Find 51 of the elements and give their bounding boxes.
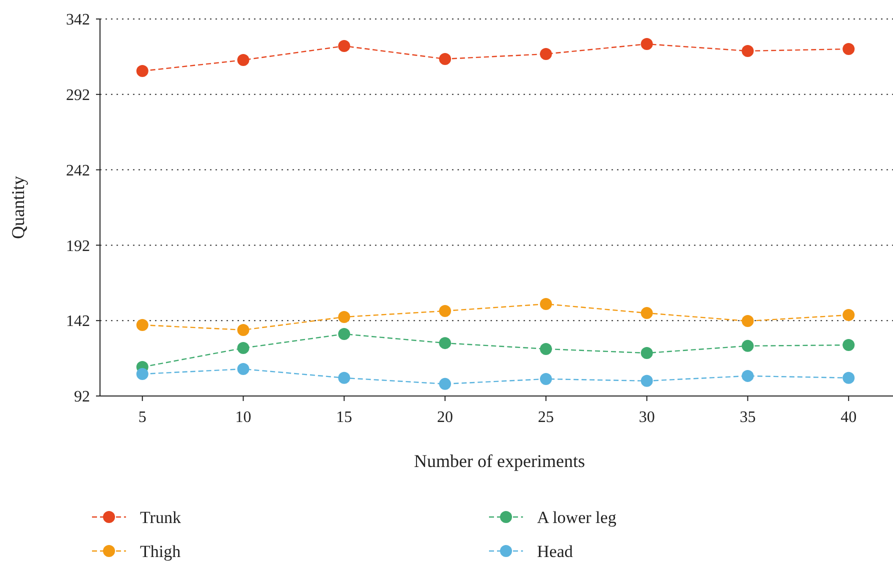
point bbox=[136, 65, 148, 78]
point bbox=[439, 378, 452, 390]
point bbox=[136, 368, 148, 380]
point bbox=[540, 342, 552, 355]
point bbox=[842, 43, 855, 56]
point bbox=[742, 370, 754, 382]
point bbox=[640, 38, 653, 50]
x-tick-label: 25 bbox=[538, 409, 554, 426]
legend-label: A lower leg bbox=[537, 508, 617, 527]
point bbox=[742, 340, 754, 352]
point bbox=[540, 48, 552, 60]
point bbox=[540, 298, 552, 310]
point bbox=[640, 347, 653, 360]
x-tick-label: 35 bbox=[740, 409, 756, 426]
point bbox=[237, 363, 250, 376]
point bbox=[237, 324, 250, 336]
y-tick-label: 92 bbox=[74, 388, 90, 406]
point bbox=[338, 310, 350, 323]
point bbox=[439, 304, 452, 317]
point bbox=[640, 374, 653, 387]
point bbox=[136, 318, 148, 331]
point bbox=[742, 44, 754, 57]
y-tick-label: 142 bbox=[66, 313, 90, 330]
x-tick-label: 30 bbox=[638, 409, 655, 426]
point bbox=[237, 54, 250, 66]
legend-label: Thigh bbox=[140, 542, 182, 561]
x-tick-label: 10 bbox=[235, 409, 252, 426]
y-tick-label: 292 bbox=[66, 87, 90, 104]
x-tick-label: 20 bbox=[437, 409, 454, 426]
y-axis-title: Quantity bbox=[8, 176, 28, 239]
x-tick-label: 40 bbox=[840, 409, 857, 426]
point bbox=[439, 52, 452, 65]
x-tick-label: 5 bbox=[138, 409, 146, 426]
point bbox=[742, 315, 754, 328]
y-tick-label: 242 bbox=[66, 162, 90, 180]
point bbox=[842, 339, 855, 352]
point bbox=[237, 342, 250, 354]
point bbox=[842, 372, 855, 384]
y-tick-label: 342 bbox=[66, 12, 90, 29]
point bbox=[640, 307, 653, 320]
x-axis-title: Number of experiments bbox=[414, 451, 585, 471]
point bbox=[439, 337, 452, 350]
point bbox=[338, 328, 350, 340]
y-tick-label: 192 bbox=[66, 238, 90, 255]
x-tick-label: 15 bbox=[336, 409, 352, 426]
point bbox=[338, 40, 350, 52]
point bbox=[842, 309, 855, 322]
legend-label: Trunk bbox=[140, 508, 182, 527]
point bbox=[540, 372, 552, 385]
legend-label: Head bbox=[537, 542, 574, 561]
point bbox=[338, 372, 350, 384]
